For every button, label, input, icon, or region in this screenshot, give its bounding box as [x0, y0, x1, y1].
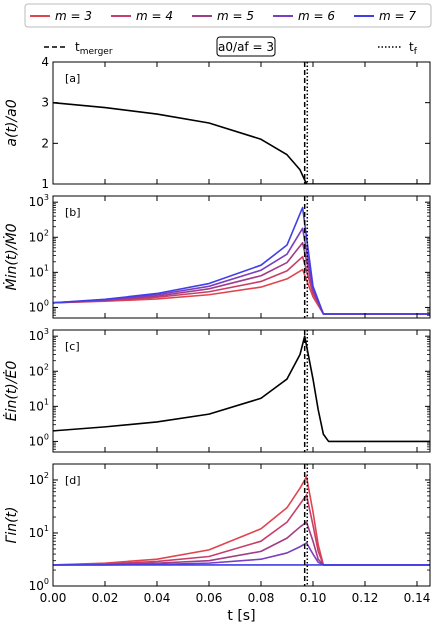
y-tick-label: 103 [29, 327, 49, 343]
final-label: tf [409, 40, 418, 57]
panel-4: 100 101 102 0.00 0.02 0.04 0.06 0.08 0.10 0.12 0.1… [4, 463, 431, 624]
y-tick-label: 2 [41, 136, 49, 150]
legend-frame [24, 3, 432, 28]
y-tick-label: 101 [29, 524, 49, 540]
panel-label: [b] [65, 206, 81, 219]
axes-frame [52, 61, 431, 185]
series-line [53, 241, 430, 315]
x-tick-label: 0.04 [144, 591, 171, 605]
y-tick-label: 100 [29, 577, 49, 593]
axes-frame [52, 463, 431, 587]
series-line [53, 335, 430, 443]
x-tick-label: 0.10 [300, 591, 327, 605]
annotation-row: tmerger a0/af = 3 tf [44, 36, 418, 57]
series-line [53, 206, 430, 315]
legend-label: m = 6 [298, 9, 335, 23]
panel-label: [a] [65, 72, 80, 85]
y-tick-label: 101 [29, 397, 49, 413]
y-axis-label: Ėin(t)/Ė0 [2, 361, 20, 422]
series-line [53, 255, 430, 315]
x-tick-label: 0.12 [352, 591, 379, 605]
panel-3: 100 101 102 103 [c] Ėin(t)/Ė0 [2, 327, 431, 453]
y-axis-label: a(t)/a0 [4, 99, 20, 146]
y-tick-label: 101 [29, 263, 49, 279]
axes-frame [52, 195, 431, 319]
legend-label: m = 7 [379, 9, 416, 23]
x-tick-label: 0.08 [248, 591, 275, 605]
legend-label: m = 3 [55, 9, 92, 23]
legend-label: m = 4 [136, 9, 173, 23]
y-tick-label: 1 [41, 177, 49, 191]
y-tick-label: 4 [41, 55, 49, 69]
ratio-box [216, 36, 276, 57]
panel-label: [d] [65, 474, 81, 487]
panel-2: 100 101 102 103 [b] Ṁin(t)/Ṁ0 [2, 193, 431, 319]
y-axis-label: Γin(t) [4, 507, 20, 544]
series-line [53, 101, 430, 184]
y-tick-label: 103 [29, 193, 49, 209]
series-line [53, 475, 430, 566]
panel-label: [c] [65, 340, 80, 353]
series-line [53, 494, 430, 566]
y-tick-label: 102 [29, 228, 49, 244]
merger-label: tmerger [75, 40, 113, 57]
y-tick-label: 100 [29, 432, 49, 448]
legend-label: m = 5 [217, 9, 254, 23]
x-tick-label: 0.02 [92, 591, 119, 605]
y-tick-label: 102 [29, 362, 49, 378]
x-axis-label: t [s] [227, 608, 255, 624]
x-tick-label: 0.00 [40, 591, 67, 605]
x-tick-label: 0.14 [404, 591, 431, 605]
legend: m = 3 m = 4 m = 5 m = 6 m = 7 [24, 3, 432, 28]
axes-frame [52, 329, 431, 453]
y-axis-label: Ṁin(t)/Ṁ0 [2, 223, 20, 290]
x-tick-label: 0.06 [196, 591, 223, 605]
y-tick-label: 102 [29, 471, 49, 487]
y-tick-label: 100 [29, 298, 49, 314]
ratio-box-label: a0/af = 3 [218, 40, 274, 54]
series-line [53, 521, 430, 566]
panel-1: 1 2 3 4 [a] a(t)/a0 [4, 55, 431, 191]
y-tick-label: 3 [41, 96, 49, 110]
